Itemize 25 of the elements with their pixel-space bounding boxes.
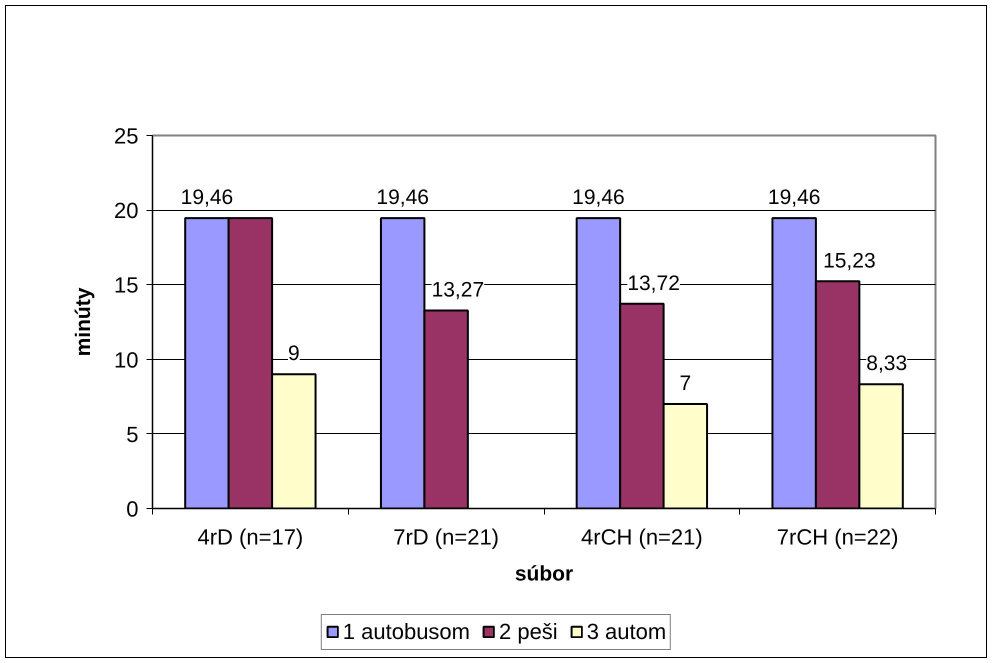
y-tick-label: 0: [126, 496, 139, 522]
data-label: 9: [288, 342, 300, 366]
x-axis-title: súbor: [514, 562, 574, 586]
y-tick-label: 15: [114, 272, 139, 298]
data-label: 19,46: [376, 186, 429, 210]
data-label: 19,46: [572, 186, 625, 210]
data-label: 13,72: [627, 272, 680, 295]
x-tick-label: 4rCH (n=21): [581, 524, 703, 550]
data-label: 19,46: [180, 186, 234, 210]
y-axis-title: minúty: [72, 287, 96, 356]
data-label: 7: [679, 372, 692, 396]
x-tick-label: 4rD (n=17): [197, 524, 304, 550]
data-label: 13,27: [432, 278, 484, 302]
y-tick-label: 5: [126, 422, 139, 447]
y-tick-label: 20: [114, 198, 139, 224]
x-tick-label: 7rD (n=21): [393, 524, 500, 550]
legend-label: 3 autom: [586, 618, 666, 644]
data-label: 19,46: [768, 186, 820, 210]
data-label: 8,33: [866, 352, 908, 376]
legend-label: 2 peši: [498, 618, 558, 644]
y-tick-label: 10: [114, 347, 139, 372]
x-tick-label: 7rCH (n=22): [776, 524, 898, 550]
legend-label: 1 autobusom: [342, 618, 470, 644]
data-label: 15,23: [823, 249, 876, 272]
y-tick-label: 25: [114, 124, 139, 148]
